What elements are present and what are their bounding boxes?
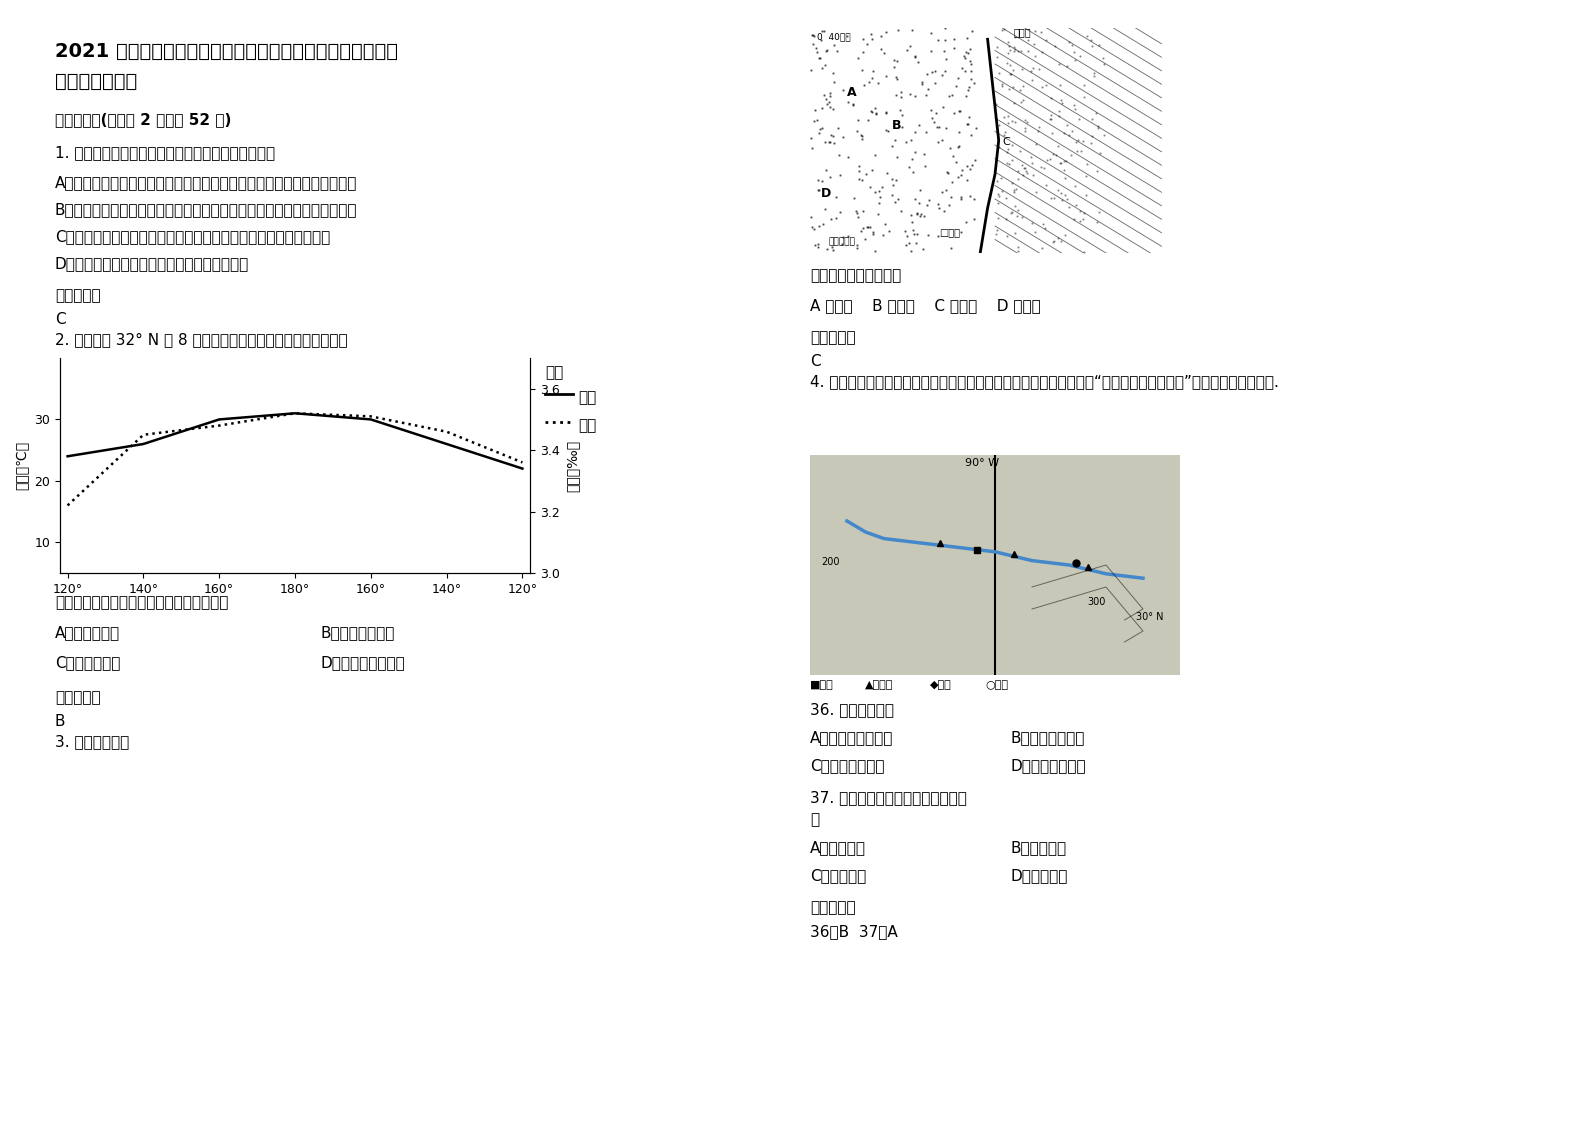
Text: A．梯级开发: A．梯级开发	[809, 840, 867, 855]
Text: 期末试题含解析: 期末试题含解析	[56, 72, 136, 91]
Polygon shape	[809, 456, 1181, 675]
Text: 36. 田纳西河流域: 36. 田纳西河流域	[809, 702, 893, 717]
Y-axis label: 温度（℃）: 温度（℃）	[14, 441, 29, 490]
Text: 300: 300	[1087, 597, 1106, 607]
Text: B．山西省逐步形成了以公路运输为主、铁路运输为辅的煤炭外运路网体系: B．山西省逐步形成了以公路运输为主、铁路运输为辅的煤炭外运路网体系	[56, 202, 357, 217]
Text: 形成大洋东、西两屸盐度差异的主要因素是: 形成大洋东、西两屸盐度差异的主要因素是	[56, 595, 229, 610]
Text: 参考答案：: 参考答案：	[809, 900, 855, 916]
Text: 沙坡兴中卫: 沙坡兴中卫	[828, 237, 855, 246]
Text: D．矿产资源贫乏: D．矿产资源贫乏	[1009, 758, 1086, 773]
Text: ○城市: ○城市	[986, 680, 1008, 690]
Text: 2. 下图为沿 32° N 的 8 月份海水盐度和温度分布示意图，回答: 2. 下图为沿 32° N 的 8 月份海水盐度和温度分布示意图，回答	[56, 332, 348, 347]
Text: D．到目前为止，山西省的产业结构仓十分单一: D．到目前为止，山西省的产业结构仓十分单一	[56, 256, 249, 272]
Text: B．陆地径流注入: B．陆地径流注入	[321, 625, 395, 640]
Text: A．地形以平原为主: A．地形以平原为主	[809, 730, 893, 745]
Text: A．为了减少煤炭资源的浪费和滥采，山西省正采取措施缩小煤炭开发规模: A．为了减少煤炭资源的浪费和滥采，山西省正采取措施缩小煤炭开发规模	[56, 175, 357, 190]
Text: 36、B  37、A: 36、B 37、A	[809, 925, 898, 939]
Y-axis label: 盐度（‰）: 盐度（‰）	[565, 440, 579, 491]
Text: 37. 田纳西河流域综合开发的核心是: 37. 田纳西河流域综合开发的核心是	[809, 790, 966, 804]
Text: □中宁: □中宁	[940, 227, 960, 237]
Text: B．防洪发电: B．防洪发电	[1009, 840, 1066, 855]
Text: 1. 关于山西能源重化工基地的建设的叙述，正确的是: 1. 关于山西能源重化工基地的建设的叙述，正确的是	[56, 145, 275, 160]
Text: ◆铝锥: ◆铝锥	[930, 680, 952, 690]
Text: 一、选择题(每小题 2 分，共 52 分): 一、选择题(每小题 2 分，共 52 分)	[56, 112, 232, 127]
Text: 参考答案：: 参考答案：	[56, 690, 100, 705]
Text: 0  40千米: 0 40千米	[817, 33, 851, 42]
Text: 盐度: 盐度	[578, 390, 597, 405]
Text: C: C	[1003, 137, 1011, 147]
Text: D: D	[820, 186, 832, 200]
Text: C．气候炎热干燥: C．气候炎热干燥	[809, 758, 884, 773]
Text: 图例: 图例	[544, 365, 563, 380]
Text: ▲水电站: ▲水电站	[865, 680, 893, 690]
Text: C．山西省加强了煤炭的加工转换，从而提高了能源工业的经济效益: C．山西省加强了煤炭的加工转换，从而提高了能源工业的经济效益	[56, 229, 330, 243]
Text: 图中铁路干线的名称是: 图中铁路干线的名称是	[809, 268, 901, 283]
Text: 30° N: 30° N	[1136, 611, 1163, 622]
Text: B．水能资源丰富: B．水能资源丰富	[1009, 730, 1084, 745]
Text: D．环境建设: D．环境建设	[1009, 868, 1068, 883]
Text: A 兰新线    B 兰青线    C 包兰线    D 京包线: A 兰新线 B 兰青线 C 包兰线 D 京包线	[809, 298, 1041, 313]
Text: 200: 200	[820, 557, 840, 567]
Text: 2021 年江苏省宿迁市特殊教育职业高级中学高三地理下学期: 2021 年江苏省宿迁市特殊教育职业高级中学高三地理下学期	[56, 42, 398, 61]
Text: 温度: 温度	[578, 419, 597, 433]
Text: C: C	[809, 355, 820, 369]
Text: 3. 读下图，完成: 3. 读下图，完成	[56, 734, 129, 749]
Text: C．提高水质: C．提高水质	[809, 868, 867, 883]
Text: 参考答案：: 参考答案：	[56, 288, 100, 303]
Text: A: A	[847, 85, 857, 99]
Text: D．降水量和蕲发量: D．降水量和蕲发量	[321, 655, 405, 670]
Text: 参考答案：: 参考答案：	[809, 330, 855, 344]
Text: B: B	[892, 119, 901, 132]
Text: 90° W: 90° W	[965, 458, 1000, 468]
Text: 是: 是	[809, 812, 819, 827]
Text: 石嘴山: 石嘴山	[1014, 27, 1032, 37]
Text: C: C	[56, 312, 65, 327]
Text: ■煤炭: ■煤炭	[809, 680, 833, 690]
Text: B: B	[56, 714, 65, 729]
Text: C．海区封闭性: C．海区封闭性	[56, 655, 121, 670]
Text: 4. 美国田纳西河流域是国际上小流域综合开发与治理的成功典范，读“美国田纳西河流域图”，据此完成下列各题.: 4. 美国田纳西河流域是国际上小流域综合开发与治理的成功典范，读“美国田纳西河流…	[809, 374, 1279, 389]
Text: A．寒暖流流经: A．寒暖流流经	[56, 625, 121, 640]
